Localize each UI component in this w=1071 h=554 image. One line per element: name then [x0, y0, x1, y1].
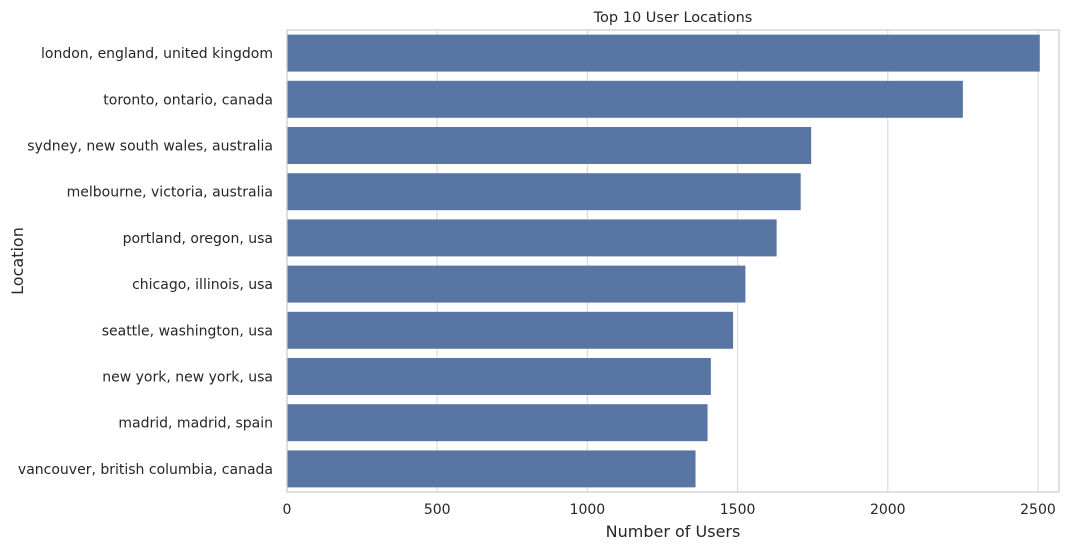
bar — [287, 450, 696, 488]
chart-title: Top 10 User Locations — [593, 10, 753, 26]
x-tick-label: 1000 — [570, 502, 606, 518]
x-axis-label: Number of Users — [606, 522, 741, 541]
y-tick-label: london, england, united kingdom — [41, 46, 273, 62]
x-tick-label: 2500 — [1020, 502, 1056, 518]
y-tick-label: sydney, new south wales, australia — [27, 139, 273, 155]
x-tick-label: 500 — [424, 502, 451, 518]
y-tick-labels: london, england, united kingdom toronto, … — [18, 46, 273, 478]
x-tick-label: 1500 — [720, 502, 756, 518]
y-tick-label: seattle, washington, usa — [102, 323, 273, 339]
y-tick-label: vancouver, british columbia, canada — [18, 462, 273, 478]
y-tick-label: toronto, ontario, canada — [103, 92, 273, 108]
y-tick-label: portland, oregon, usa — [123, 231, 273, 247]
bar — [287, 34, 1040, 72]
bar — [287, 358, 711, 395]
x-tick-labels: 0 500 1000 1500 2000 2500 — [283, 502, 1056, 518]
y-axis-label: Location — [8, 227, 27, 295]
x-tick-label: 2000 — [870, 502, 906, 518]
x-tick-label: 0 — [283, 502, 292, 518]
bar — [287, 80, 963, 118]
bar — [287, 404, 708, 442]
y-tick-label: madrid, madrid, spain — [118, 416, 273, 432]
plot-frame — [286, 29, 1060, 493]
y-tick-label: melbourne, victoria, australia — [67, 185, 273, 201]
bar — [287, 173, 801, 211]
bar — [287, 311, 734, 349]
y-tick-label: new york, new york, usa — [102, 370, 273, 386]
bar — [287, 127, 812, 164]
bar — [287, 219, 777, 257]
bars — [287, 34, 1040, 488]
y-tick-label: chicago, illinois, usa — [132, 277, 273, 293]
bar — [287, 265, 746, 303]
